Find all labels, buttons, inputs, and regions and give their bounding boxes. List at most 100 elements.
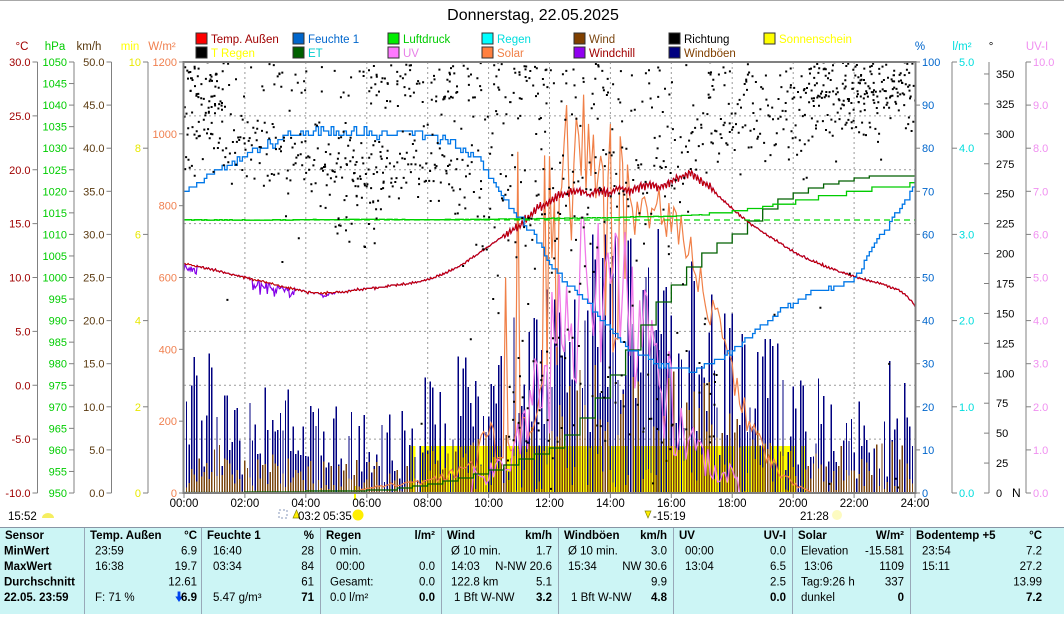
- svg-text:Sonnenschein: Sonnenschein: [779, 34, 852, 46]
- svg-text:250: 250: [996, 189, 1014, 201]
- svg-text:7.2: 7.2: [1026, 546, 1042, 558]
- svg-text:0.0: 0.0: [770, 592, 786, 604]
- svg-text:5.0: 5.0: [89, 445, 104, 457]
- svg-text:45.0: 45.0: [83, 100, 104, 112]
- svg-text:°: °: [989, 41, 994, 53]
- svg-text:02:00: 02:00: [231, 498, 260, 510]
- svg-text:0.0: 0.0: [89, 488, 104, 500]
- svg-text:00:00: 00:00: [685, 546, 714, 558]
- svg-text:MinWert: MinWert: [4, 546, 49, 558]
- svg-text:50: 50: [996, 428, 1008, 440]
- svg-text:40: 40: [922, 316, 934, 328]
- svg-text:-15.581: -15.581: [865, 546, 904, 558]
- svg-text:1109: 1109: [879, 561, 904, 573]
- svg-text:25.0: 25.0: [83, 273, 104, 285]
- svg-text:13:06: 13:06: [804, 561, 833, 573]
- svg-text:970: 970: [49, 402, 67, 414]
- svg-text:Ø 10 min.: Ø 10 min.: [451, 546, 501, 558]
- svg-text:ET: ET: [308, 48, 323, 60]
- svg-text:60: 60: [922, 229, 934, 241]
- svg-text:10: 10: [129, 57, 141, 69]
- svg-text:1.7: 1.7: [536, 546, 552, 558]
- svg-text:275: 275: [996, 159, 1014, 171]
- svg-text:18:00: 18:00: [718, 498, 747, 510]
- svg-text:1 Bft W-NW: 1 Bft W-NW: [454, 592, 515, 604]
- svg-text:T Regen: T Regen: [211, 48, 255, 60]
- svg-text:dunkel: dunkel: [801, 592, 835, 604]
- svg-text:2: 2: [135, 402, 141, 414]
- svg-text:75: 75: [996, 398, 1008, 410]
- svg-text:15:34: 15:34: [568, 561, 597, 573]
- svg-text:5.47 g/m³: 5.47 g/m³: [213, 592, 262, 604]
- svg-text:25: 25: [996, 458, 1008, 470]
- svg-text:16:38: 16:38: [95, 561, 124, 573]
- svg-text:50.0: 50.0: [83, 57, 104, 69]
- svg-text:0: 0: [898, 592, 904, 604]
- svg-text:2.0: 2.0: [1033, 402, 1048, 414]
- svg-text:27.2: 27.2: [1020, 561, 1042, 573]
- svg-text:Ø 10 min.: Ø 10 min.: [568, 546, 618, 558]
- svg-text:Luftdruck: Luftdruck: [403, 34, 451, 46]
- svg-text:100: 100: [922, 57, 940, 69]
- svg-text:16:00: 16:00: [657, 498, 686, 510]
- svg-text:5.0: 5.0: [959, 57, 974, 69]
- svg-text:61: 61: [301, 577, 314, 589]
- svg-text:NW 30.6: NW 30.6: [622, 561, 667, 573]
- svg-text:Windböen: Windböen: [684, 48, 736, 60]
- svg-text:05:35: 05:35: [323, 511, 352, 523]
- svg-text:15:11: 15:11: [922, 561, 950, 573]
- svg-text:1.0: 1.0: [1033, 445, 1048, 457]
- svg-text:°C: °C: [184, 530, 197, 542]
- svg-text:UV: UV: [403, 48, 419, 60]
- svg-text:965: 965: [49, 423, 67, 435]
- svg-text:960: 960: [49, 445, 67, 457]
- svg-text:Bodentemp +5: Bodentemp +5: [916, 530, 996, 542]
- svg-text:200: 200: [996, 249, 1014, 261]
- svg-text:125: 125: [996, 338, 1014, 350]
- svg-text:14:00: 14:00: [596, 498, 625, 510]
- svg-text:30.0: 30.0: [83, 229, 104, 241]
- svg-text:1020: 1020: [43, 186, 67, 198]
- svg-text:225: 225: [996, 219, 1014, 231]
- svg-text:08:00: 08:00: [413, 498, 442, 510]
- svg-text:Regen: Regen: [326, 530, 361, 542]
- svg-text:Elevation: Elevation: [801, 546, 848, 558]
- svg-text:l/m²: l/m²: [952, 41, 971, 53]
- svg-text:10.0: 10.0: [1033, 57, 1054, 69]
- svg-text:10:00: 10:00: [474, 498, 503, 510]
- svg-text:0: 0: [135, 488, 141, 500]
- svg-text:1 Bft W-NW: 1 Bft W-NW: [571, 592, 632, 604]
- svg-text:1000: 1000: [43, 273, 67, 285]
- svg-text:4.0: 4.0: [1033, 316, 1048, 328]
- svg-text:Solar: Solar: [798, 530, 827, 542]
- svg-text:100: 100: [996, 368, 1014, 380]
- svg-text:10.0: 10.0: [83, 402, 104, 414]
- svg-text:1040: 1040: [43, 100, 67, 112]
- svg-text:Wind: Wind: [589, 34, 615, 46]
- svg-text:90: 90: [922, 100, 934, 112]
- svg-text:0.0: 0.0: [1033, 488, 1048, 500]
- svg-text:Durchschnitt: Durchschnitt: [4, 577, 75, 589]
- svg-text:0.0: 0.0: [770, 546, 786, 558]
- svg-text:Donnerstag, 22.05.2025: Donnerstag, 22.05.2025: [447, 7, 619, 24]
- svg-text:F: 71 %: F: 71 %: [95, 592, 135, 604]
- svg-text:1035: 1035: [43, 122, 67, 134]
- svg-text:-5.0: -5.0: [12, 434, 31, 446]
- svg-text:Feuchte 1: Feuchte 1: [207, 530, 261, 542]
- svg-text:16:40: 16:40: [213, 546, 242, 558]
- svg-text:UV: UV: [679, 530, 695, 542]
- svg-text:km/h: km/h: [77, 41, 102, 53]
- svg-text:W/m²: W/m²: [876, 530, 904, 542]
- svg-text:1010: 1010: [43, 229, 67, 241]
- svg-text:5.0: 5.0: [15, 326, 30, 338]
- svg-text:°C: °C: [1029, 530, 1042, 542]
- svg-text:22:00: 22:00: [840, 498, 869, 510]
- svg-text:40.0: 40.0: [83, 143, 104, 155]
- svg-text:5.0: 5.0: [1033, 273, 1048, 285]
- svg-text:06:00: 06:00: [352, 498, 381, 510]
- svg-text:MaxWert: MaxWert: [4, 561, 52, 573]
- svg-text:N: N: [1012, 486, 1021, 500]
- svg-text:Wind: Wind: [447, 530, 475, 542]
- svg-text:4.8: 4.8: [651, 592, 668, 604]
- svg-text:10: 10: [922, 445, 934, 457]
